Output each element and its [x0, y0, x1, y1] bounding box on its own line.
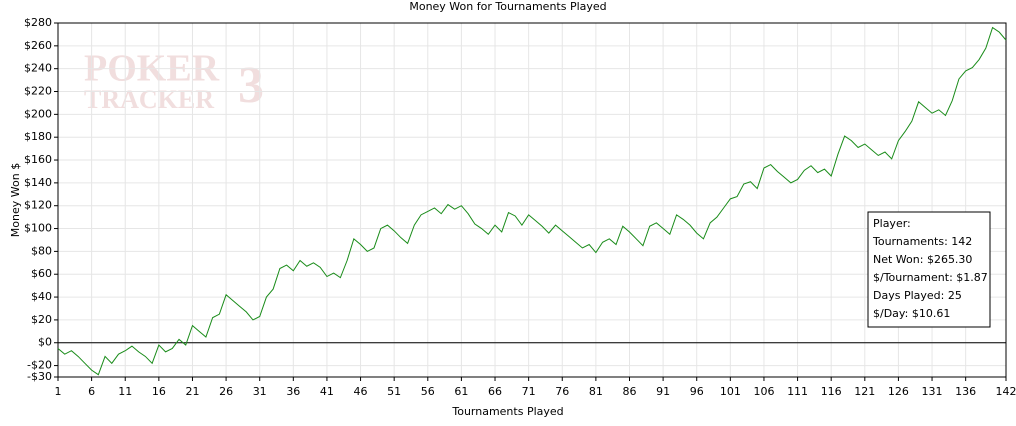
x-tick-label: 96 — [690, 385, 704, 398]
x-tick-label: 46 — [354, 385, 368, 398]
y-tick-label: $140 — [24, 176, 52, 189]
x-tick-label: 76 — [555, 385, 569, 398]
y-tick-label: $280 — [24, 16, 52, 29]
y-tick-label: $20 — [31, 313, 52, 326]
y-tick-label: -$30 — [27, 370, 52, 383]
stats-text: Days Played: 25 — [873, 289, 962, 302]
y-tick-label: $200 — [24, 107, 52, 120]
x-tick-label: 106 — [753, 385, 774, 398]
y-tick-label: -$20 — [27, 359, 52, 372]
y-tick-label: $0 — [38, 336, 52, 349]
x-tick-label: 56 — [421, 385, 435, 398]
x-tick-label: 21 — [185, 385, 199, 398]
x-tick-label: 86 — [622, 385, 636, 398]
x-tick-label: 66 — [488, 385, 502, 398]
x-tick-label: 81 — [589, 385, 603, 398]
x-tick-label: 61 — [454, 385, 468, 398]
y-tick-label: $60 — [31, 267, 52, 280]
y-tick-label: $240 — [24, 62, 52, 75]
y-tick-label: $40 — [31, 290, 52, 303]
x-tick-label: 101 — [720, 385, 741, 398]
x-tick-label: 131 — [922, 385, 943, 398]
x-tick-label: 1 — [55, 385, 62, 398]
stats-text: $/Day: $10.61 — [873, 307, 950, 320]
x-tick-label: 16 — [152, 385, 166, 398]
y-tick-label: $260 — [24, 39, 52, 52]
stats-text: $/Tournament: $1.87 — [873, 271, 988, 284]
y-tick-label: $100 — [24, 222, 52, 235]
x-tick-label: 26 — [219, 385, 233, 398]
x-tick-label: 116 — [821, 385, 842, 398]
x-tick-label: 31 — [253, 385, 267, 398]
y-tick-label: $120 — [24, 199, 52, 212]
stats-text: Net Won: $265.30 — [873, 253, 972, 266]
x-tick-label: 111 — [787, 385, 808, 398]
x-tick-label: 91 — [656, 385, 670, 398]
x-tick-label: 51 — [387, 385, 401, 398]
x-tick-label: 11 — [118, 385, 132, 398]
stats-text: Player: — [873, 217, 911, 230]
y-axis-label: Money Won $ — [9, 163, 22, 237]
x-tick-label: 136 — [955, 385, 976, 398]
y-tick-label: $160 — [24, 153, 52, 166]
x-tick-label: 6 — [88, 385, 95, 398]
stats-text: Tournaments: 142 — [872, 235, 972, 248]
x-tick-label: 41 — [320, 385, 334, 398]
x-tick-label: 121 — [854, 385, 875, 398]
y-tick-label: $220 — [24, 85, 52, 98]
y-tick-label: $180 — [24, 130, 52, 143]
chart-title: Money Won for Tournaments Played — [409, 0, 606, 13]
y-tick-label: $80 — [31, 244, 52, 257]
x-tick-label: 126 — [888, 385, 909, 398]
watermark: TRACKER — [84, 85, 214, 114]
x-tick-label: 71 — [522, 385, 536, 398]
x-axis-label: Tournaments Played — [451, 405, 563, 418]
x-tick-label: 36 — [286, 385, 300, 398]
x-tick-label: 142 — [996, 385, 1016, 398]
